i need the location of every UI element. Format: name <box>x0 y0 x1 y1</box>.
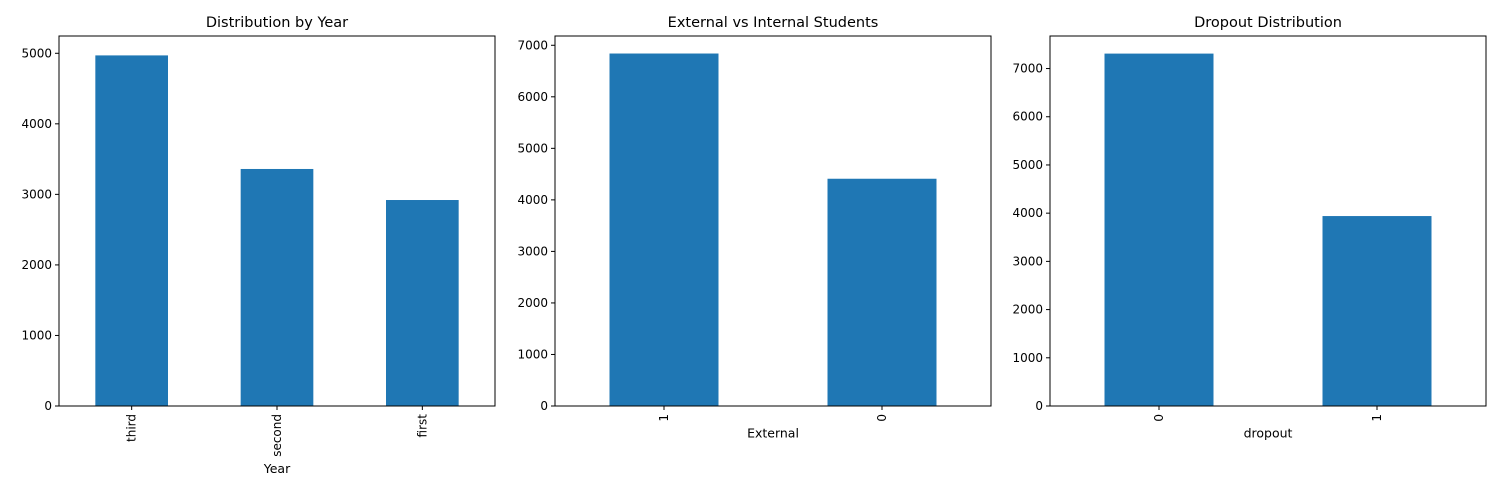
y-tick-label: 0 <box>44 399 52 413</box>
y-tick-label: 6000 <box>1012 110 1043 124</box>
y-tick-label: 1000 <box>517 347 548 361</box>
chart-title: External vs Internal Students <box>668 15 879 31</box>
y-tick-label: 5000 <box>21 46 52 60</box>
chart-title: Dropout Distribution <box>1194 15 1342 31</box>
y-tick-label: 2000 <box>517 296 548 310</box>
axes-frame <box>58 35 496 407</box>
y-tick-label: 3000 <box>1012 254 1043 268</box>
y-tick-label: 5000 <box>517 141 548 155</box>
plot-area: third second first 0 1000 2000 3000 4000 5000 <box>21 35 496 457</box>
plot-area: 0 1 0 1000 2000 3000 4000 5000 6000 7000 <box>1012 35 1487 422</box>
bar <box>95 55 168 407</box>
y-tick-label: 3000 <box>21 187 52 201</box>
x-tick-label: 0 <box>1152 414 1166 422</box>
y-tick-label: 4000 <box>517 193 548 207</box>
bar <box>1104 53 1214 406</box>
bar <box>609 53 719 406</box>
y-tick-label: 7000 <box>517 38 548 52</box>
y-tick-label: 7000 <box>1012 62 1043 76</box>
x-tick-label: 1 <box>657 414 671 422</box>
y-tick-label: 6000 <box>517 90 548 104</box>
x-axis-label: dropout <box>1244 426 1293 441</box>
chart-title: Distribution by Year <box>206 15 348 31</box>
bar <box>827 178 937 406</box>
bar <box>386 200 459 406</box>
x-tick-label: third <box>125 414 139 442</box>
bar <box>240 168 314 406</box>
y-tick-label: 2000 <box>21 258 52 272</box>
chart-3: Dropout Distribution dropout 0 1 0 1000 2000… <box>1012 15 1487 441</box>
y-tick-label: 2000 <box>1012 303 1043 317</box>
y-tick-label: 4000 <box>21 117 52 131</box>
x-tick-label: first <box>415 414 429 438</box>
plot-area: 1 0 0 1000 2000 3000 4000 5000 6000 7000 <box>517 35 992 422</box>
axes-frame <box>554 35 992 407</box>
x-tick-label: 1 <box>1370 414 1384 422</box>
y-tick-label: 0 <box>1035 399 1043 413</box>
y-tick-label: 3000 <box>517 244 548 258</box>
x-axis-label: External <box>747 426 799 441</box>
x-axis-label: Year <box>263 461 291 476</box>
y-tick-label: 0 <box>540 399 548 413</box>
y-tick-label: 1000 <box>21 328 52 342</box>
y-tick-label: 1000 <box>1012 351 1043 365</box>
bar <box>1322 216 1432 406</box>
chart-2: External vs Internal Students External 1… <box>517 15 992 441</box>
x-tick-label: second <box>270 414 284 457</box>
y-tick-label: 4000 <box>1012 206 1043 220</box>
y-tick-label: 5000 <box>1012 158 1043 172</box>
axes-frame <box>1049 35 1487 407</box>
chart-1: Distribution by Year Year third second fir… <box>21 15 496 476</box>
x-tick-label: 0 <box>875 414 889 422</box>
